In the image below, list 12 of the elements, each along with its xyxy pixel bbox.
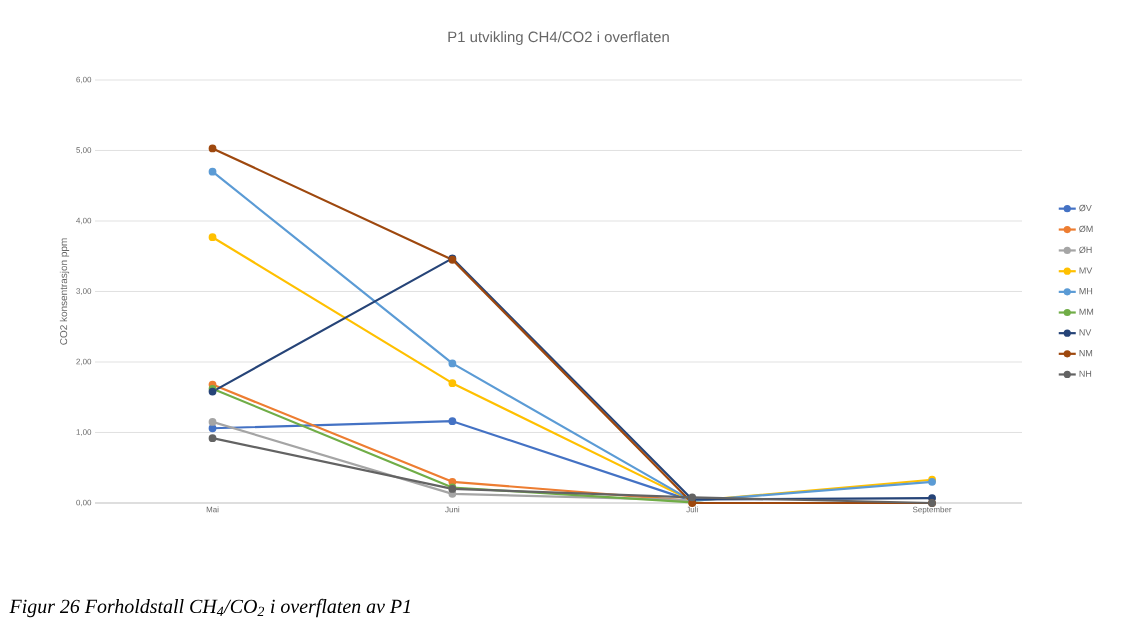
legend-label: MH	[1079, 288, 1093, 295]
legend-label: NH	[1079, 370, 1092, 377]
chart-title: P1 utvikling CH4/CO2 i overflaten	[448, 31, 669, 46]
legend-label: MM	[1079, 308, 1094, 315]
legend-label: ØV	[1079, 204, 1092, 212]
legend-label: NM	[1079, 349, 1093, 357]
legend-label: ØH	[1079, 246, 1092, 254]
legend-label: MV	[1079, 267, 1093, 274]
y-axis-title: CO2 konsentrasjon ppm	[59, 238, 70, 345]
legend-label: NV	[1079, 329, 1092, 336]
legend-label: ØM	[1079, 225, 1093, 233]
text: Figur 26 Forholdstall CH$_{4}$/CO$_{2}$ i overflaten av P1	[9, 598, 410, 618]
